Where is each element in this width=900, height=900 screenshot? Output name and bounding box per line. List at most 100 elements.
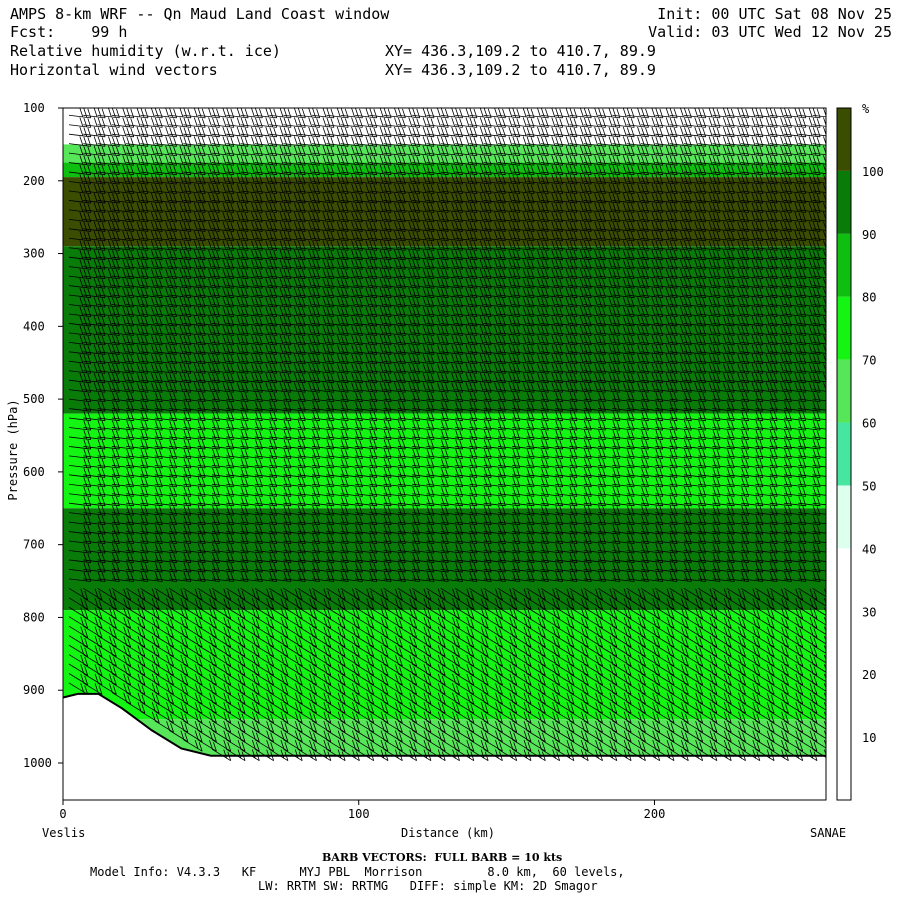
wind-barb-2427 bbox=[583, 315, 607, 327]
wind-barb-654 bbox=[211, 268, 235, 280]
wind-barb-3045 bbox=[712, 372, 735, 384]
wind-barb-1196 bbox=[326, 249, 349, 261]
wind-barb-727 bbox=[226, 315, 249, 327]
wind-barb-2083 bbox=[512, 278, 535, 289]
wind-barb-1442 bbox=[369, 654, 389, 667]
wind-barb-244 bbox=[111, 692, 132, 705]
wind-barb-2089 bbox=[512, 334, 535, 346]
wind-barb-2200 bbox=[526, 748, 546, 762]
wind-barb-1033 bbox=[283, 644, 303, 657]
wind-barb-1819 bbox=[455, 353, 478, 365]
wind-barb-1716 bbox=[426, 673, 446, 686]
wind-barb-1918 bbox=[469, 654, 489, 667]
wind-barb-1178 bbox=[311, 729, 332, 743]
wind-barb-3141 bbox=[726, 644, 746, 657]
wind-barb-1849 bbox=[454, 644, 475, 657]
wind-barb-2740 bbox=[640, 710, 661, 724]
wind-barb-295 bbox=[125, 587, 146, 601]
wind-barb-922 bbox=[269, 230, 292, 242]
wind-barb-1535 bbox=[397, 240, 421, 251]
wind-barb-858 bbox=[254, 268, 278, 280]
wind-barb-2541 bbox=[612, 108, 635, 119]
wind-barb-3346 bbox=[769, 654, 789, 667]
wind-barb-2361 bbox=[569, 334, 592, 346]
wind-barb-2229 bbox=[540, 372, 564, 384]
wind-barb-2140 bbox=[526, 174, 549, 185]
wind-barb-3362 bbox=[783, 155, 807, 166]
wind-barb-2534 bbox=[597, 692, 618, 705]
wind-barb-1798 bbox=[455, 155, 478, 166]
wind-barb-3342 bbox=[769, 616, 789, 629]
fcst-label: Fcst: bbox=[10, 23, 56, 41]
wind-barb-2743 bbox=[640, 739, 661, 752]
wind-barb-3523 bbox=[812, 398, 826, 402]
wind-barb-2330 bbox=[554, 692, 575, 705]
wind-barb-1163 bbox=[311, 587, 332, 601]
wind-barb-3507 bbox=[812, 240, 826, 250]
wind-barb-2899 bbox=[683, 278, 707, 289]
wind-barb-1047 bbox=[297, 126, 321, 138]
wind-barb-204 bbox=[111, 306, 135, 317]
wind-barb-3176 bbox=[741, 325, 764, 336]
wind-barb-1799 bbox=[455, 164, 478, 176]
wind-barb-1641 bbox=[411, 606, 432, 620]
physics-info: LW: RRTM SW: RRTMG DIFF: simple KM: 2D S… bbox=[258, 879, 598, 893]
wind-barb-1242 bbox=[326, 692, 346, 705]
wind-barb-298 bbox=[125, 616, 146, 629]
wind-barb-3482 bbox=[798, 654, 818, 667]
wind-barb-1377 bbox=[354, 682, 375, 695]
wind-barb-210 bbox=[111, 363, 135, 374]
wind-barb-273 bbox=[126, 372, 149, 384]
wind-barb-1927 bbox=[469, 739, 489, 752]
wind-barb-1184 bbox=[326, 136, 349, 147]
wind-barb-1100 bbox=[297, 635, 317, 648]
colorbar-segment-10 bbox=[837, 108, 851, 171]
wind-barb-2472 bbox=[583, 748, 603, 762]
wind-barb-28 bbox=[68, 372, 92, 384]
wind-barb-3002 bbox=[697, 616, 718, 629]
wind-barb-319 bbox=[140, 211, 163, 223]
wind-barb-1862 bbox=[469, 117, 492, 128]
wind-barb-2741 bbox=[640, 720, 661, 733]
wind-barb-2674 bbox=[626, 729, 646, 743]
wind-barb-3082 bbox=[712, 729, 732, 743]
wind-barb-126 bbox=[97, 145, 120, 157]
wind-barb-312 bbox=[140, 145, 163, 157]
wind-barb-3151 bbox=[726, 739, 746, 752]
wind-barb-1246 bbox=[326, 729, 346, 743]
wind-barb-1469 bbox=[383, 259, 406, 270]
wind-barb-1197 bbox=[326, 259, 349, 270]
wind-barb-2496 bbox=[598, 325, 621, 336]
wind-barb-1247 bbox=[326, 739, 346, 752]
wind-barb-2265 bbox=[540, 720, 561, 733]
wind-barb-2349 bbox=[569, 221, 592, 232]
wind-barb-1130 bbox=[312, 268, 335, 280]
wind-barb-1742 bbox=[440, 268, 464, 280]
wind-barb-2944 bbox=[683, 710, 704, 724]
wind-barb-2127 bbox=[512, 701, 532, 714]
wind-barb-702 bbox=[211, 729, 232, 743]
wind-barb-1113 bbox=[312, 108, 335, 119]
wind-barb-3038 bbox=[712, 306, 735, 317]
wind-barb-3232 bbox=[755, 211, 778, 223]
wind-barb-1030 bbox=[283, 616, 303, 629]
wind-barb-187 bbox=[111, 145, 135, 157]
wind-barb-1440 bbox=[369, 635, 389, 648]
wind-barb-2210 bbox=[540, 192, 564, 204]
wind-barb-921 bbox=[269, 221, 292, 232]
wind-barb-2632 bbox=[626, 325, 649, 336]
wind-barb-1453 bbox=[383, 108, 406, 119]
wind-barb-2277 bbox=[555, 183, 578, 194]
wind-barb-2118 bbox=[512, 616, 532, 629]
wind-barb-3020 bbox=[712, 136, 735, 147]
wind-barb-2882 bbox=[683, 117, 707, 128]
wind-barb-1168 bbox=[311, 635, 332, 648]
wind-barb-3534 bbox=[812, 502, 826, 506]
wind-barb-1846 bbox=[454, 616, 475, 629]
wind-barb-3153 bbox=[741, 108, 764, 119]
wind-barb-503 bbox=[183, 108, 206, 119]
wind-barb-361 bbox=[140, 616, 160, 629]
wind-barb-2551 bbox=[612, 202, 635, 213]
wind-barb-2704 bbox=[640, 363, 664, 374]
wind-barb-306 bbox=[125, 692, 146, 705]
